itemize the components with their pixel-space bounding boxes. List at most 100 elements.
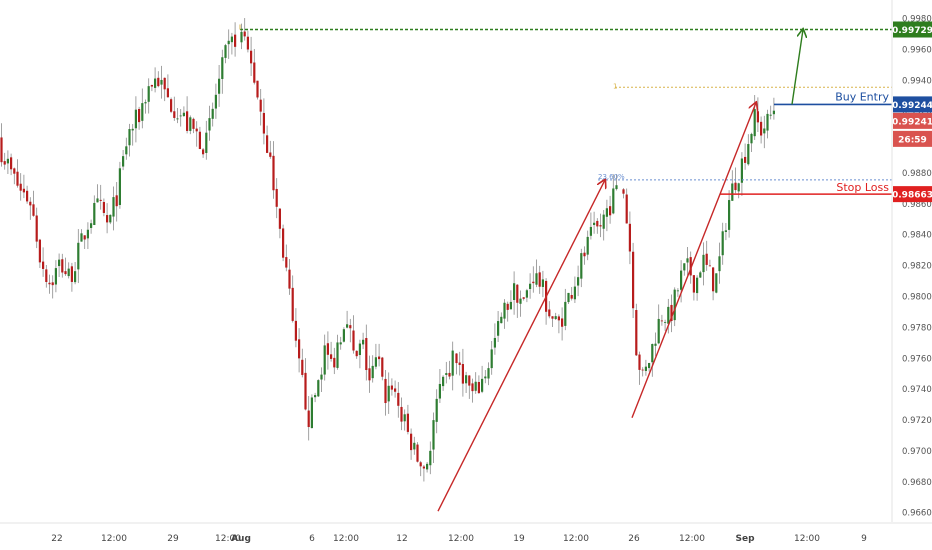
- x-tick-label: Sep: [735, 534, 755, 544]
- x-tick-label: 12: [396, 534, 407, 544]
- candle-body: [522, 297, 525, 299]
- candle-body: [198, 131, 201, 150]
- countdown-text: 26:59: [898, 135, 927, 145]
- candle-body: [760, 121, 763, 136]
- candle-body: [644, 366, 647, 371]
- candle-body: [763, 128, 766, 134]
- candle-body: [731, 183, 734, 201]
- candle-body: [358, 343, 361, 355]
- candle-body: [218, 78, 221, 94]
- candle-body: [304, 372, 307, 410]
- buy-entry-price-tag-text: 0.99244: [892, 101, 932, 111]
- candle-body: [176, 118, 179, 120]
- x-tick-label: 12:00: [101, 534, 127, 544]
- candle-body: [192, 118, 195, 129]
- candle-body: [410, 433, 413, 451]
- candle-body: [134, 109, 137, 129]
- candle-body: [211, 108, 214, 119]
- candle-body: [458, 362, 461, 365]
- candle-body: [35, 215, 38, 242]
- candle-body: [205, 132, 208, 153]
- candle-body: [451, 350, 454, 376]
- candle-body: [702, 254, 705, 273]
- candle-body: [753, 109, 756, 137]
- candle-body: [615, 185, 618, 190]
- candle-body: [564, 301, 567, 326]
- candle-body: [112, 197, 115, 217]
- candle-body: [80, 233, 83, 242]
- candle-body: [352, 330, 355, 351]
- candle-body: [374, 357, 377, 367]
- candle-body: [490, 349, 493, 369]
- candle-body: [503, 302, 506, 319]
- x-tick-label: 12:00: [215, 534, 241, 544]
- x-tick-label: 12:00: [794, 534, 820, 544]
- x-tick-label: 12:00: [333, 534, 359, 544]
- candle-body: [179, 115, 182, 117]
- candle-body: [622, 189, 625, 194]
- x-tick-label: 12:00: [448, 534, 474, 544]
- candle-body: [474, 381, 477, 391]
- level-lines: [239, 24, 892, 195]
- candle-body: [689, 257, 692, 276]
- candle-body: [708, 265, 711, 267]
- candle-body: [240, 31, 243, 43]
- candle-body: [314, 395, 317, 398]
- candle-body: [160, 79, 163, 85]
- candle-body: [163, 77, 166, 90]
- candle-body: [541, 279, 544, 287]
- candle-body: [551, 316, 554, 319]
- candle-body: [214, 94, 217, 109]
- upper-level-label: 1: [613, 82, 617, 90]
- candle-body: [390, 385, 393, 390]
- x-tick-label: 9: [861, 534, 867, 544]
- candle-body: [13, 168, 16, 174]
- candle-body: [170, 99, 173, 112]
- candle-body: [641, 369, 644, 371]
- x-tick-label: 26: [628, 534, 640, 544]
- candle-body: [583, 252, 586, 257]
- candle-body: [750, 133, 753, 144]
- candle-body: [355, 350, 358, 357]
- candle-body: [333, 357, 336, 368]
- candle-body: [487, 368, 490, 379]
- candle-body: [721, 231, 724, 256]
- candle-body: [667, 306, 670, 324]
- candle-body: [42, 261, 45, 269]
- candle-body: [500, 316, 503, 324]
- price-axis[interactable]: 0.998000.996000.994000.9920000.988000.98…: [891, 0, 932, 522]
- candle-body: [58, 259, 61, 267]
- candle-body: [173, 111, 176, 118]
- candle-body: [48, 282, 51, 285]
- candle-body: [406, 413, 409, 432]
- candle-body: [589, 226, 592, 236]
- candle-body: [384, 378, 387, 404]
- candle-body: [19, 183, 22, 191]
- candle-body: [131, 128, 134, 131]
- candle-body: [109, 214, 112, 223]
- trend-arrow-1: [437, 180, 605, 512]
- candle-body: [567, 292, 570, 303]
- last-price-tag-box: [893, 112, 932, 129]
- candle-body: [529, 283, 532, 289]
- x-tick-label: 22: [51, 534, 62, 544]
- candle-body: [115, 195, 118, 207]
- candle-body: [147, 86, 150, 102]
- candle-body: [157, 77, 160, 87]
- candle-body: [118, 168, 121, 205]
- candle-body: [6, 158, 9, 164]
- candle-body: [605, 208, 608, 217]
- stop-loss-price-tag-text: 0.98663: [892, 191, 932, 201]
- candle-body: [756, 111, 759, 123]
- candle-body: [22, 188, 25, 193]
- candle-body: [705, 253, 708, 265]
- candle-body: [38, 239, 41, 263]
- candle-body: [660, 320, 663, 322]
